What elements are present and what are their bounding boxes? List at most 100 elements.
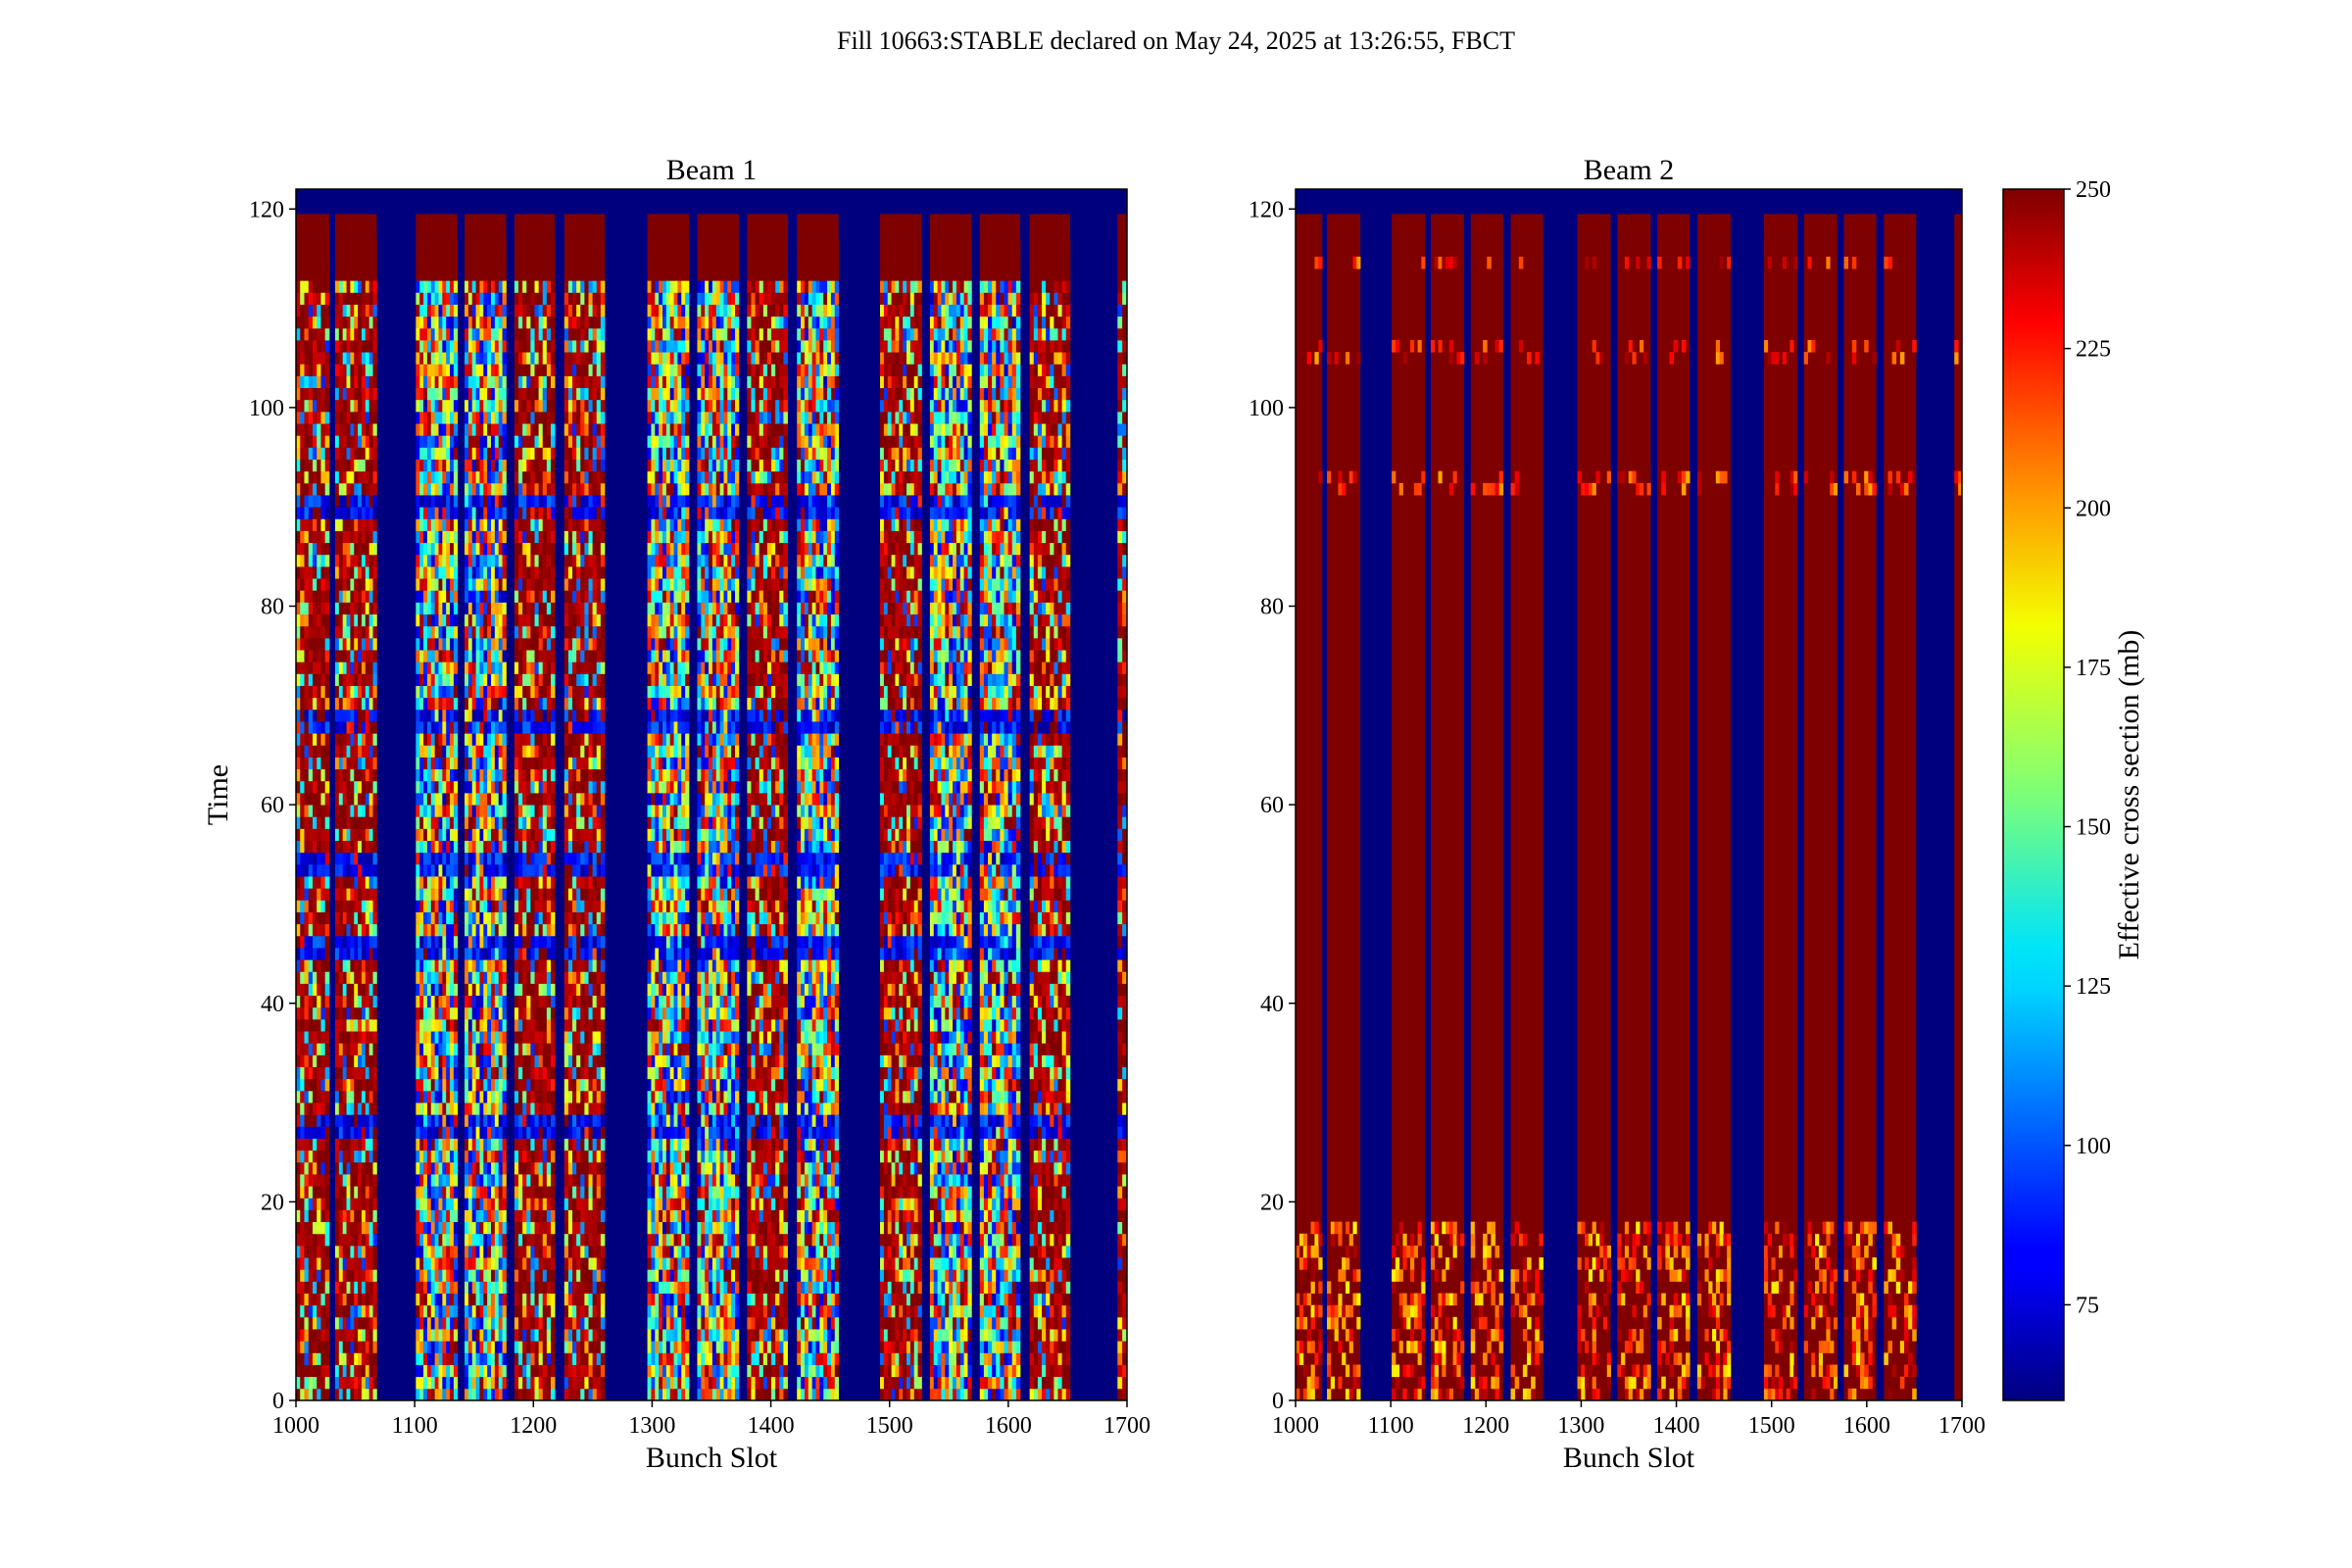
heatmap-cell: [442, 238, 447, 246]
heatmap-cell: [526, 482, 531, 496]
heatmap-cell: [494, 792, 500, 806]
heatmap-cell: [530, 1304, 535, 1318]
heatmap-cell: [312, 983, 318, 997]
heatmap-cell: [354, 238, 359, 246]
heatmap-cell: [423, 1281, 428, 1294]
heatmap-cell: [502, 900, 507, 912]
heatmap-cell: [296, 554, 301, 567]
heatmap-cell: [514, 1174, 519, 1187]
heatmap-cell: [434, 995, 439, 1008]
heatmap-cell: [546, 280, 552, 293]
heatmap-cell: [446, 697, 451, 710]
heatmap-cell: [546, 1281, 552, 1294]
heatmap-cell: [514, 518, 519, 531]
heatmap-cell: [479, 1066, 484, 1080]
heatmap-cell: [296, 375, 301, 389]
heatmap-cell: [372, 292, 377, 305]
heatmap-cell: [334, 840, 340, 854]
heatmap-cell: [423, 757, 428, 770]
heatmap-cell: [483, 238, 488, 246]
heatmap-cell: [346, 935, 351, 949]
heatmap-cell: [465, 1043, 469, 1055]
heatmap-cell: [453, 1304, 459, 1318]
heatmap-cell: [416, 625, 420, 639]
heatmap-cell: [342, 565, 347, 579]
heatmap-cell: [334, 613, 340, 627]
heatmap-cell: [502, 685, 507, 699]
heatmap-cell: [342, 828, 347, 842]
heatmap-cell: [438, 507, 443, 519]
heatmap-cell: [538, 1150, 544, 1163]
heatmap-cell: [300, 269, 305, 281]
heatmap-cell: [419, 1388, 424, 1401]
heatmap-cell: [522, 495, 527, 508]
heatmap-cell: [446, 959, 451, 972]
heatmap-cell: [365, 816, 370, 829]
heatmap-cell: [498, 888, 503, 901]
heatmap-cell: [442, 625, 447, 639]
heatmap-cell: [296, 459, 301, 472]
heatmap-cell: [530, 637, 535, 651]
heatmap-cell: [465, 238, 469, 246]
heatmap-cell: [354, 625, 359, 639]
heatmap-cell: [342, 1329, 347, 1342]
heatmap-cell: [502, 518, 507, 531]
heatmap-cell: [361, 697, 367, 710]
heatmap-cell: [526, 470, 531, 484]
heatmap-cell: [296, 971, 301, 984]
heatmap-cell: [550, 554, 556, 567]
heatmap-cell: [502, 911, 507, 925]
heatmap-cell: [334, 911, 340, 925]
heatmap-cell: [419, 280, 424, 293]
heatmap-cell: [423, 495, 428, 508]
heatmap-cell: [365, 971, 370, 984]
heatmap-cell: [542, 1006, 548, 1020]
heatmap-cell: [419, 1293, 424, 1306]
heatmap-cell: [334, 745, 340, 758]
heatmap-cell: [546, 1006, 552, 1020]
heatmap-cell: [346, 411, 351, 424]
heatmap-cell: [442, 816, 447, 829]
heatmap-cell: [430, 721, 436, 734]
heatmap-cell: [502, 399, 507, 413]
heatmap-cell: [365, 507, 370, 519]
heatmap-cell: [426, 1352, 432, 1365]
heatmap-cell: [416, 292, 420, 305]
heatmap-cell: [308, 1186, 314, 1199]
heatmap-cell: [546, 1126, 552, 1139]
heatmap-cell: [430, 435, 436, 448]
heatmap-cell: [438, 1316, 443, 1330]
heatmap-cell: [526, 876, 531, 889]
heatmap-cell: [498, 1031, 503, 1044]
heatmap-cell: [546, 1174, 552, 1187]
heatmap-cell: [361, 1138, 367, 1152]
heatmap-cell: [361, 911, 367, 925]
heatmap-cell: [338, 1281, 344, 1294]
heatmap-cell: [467, 238, 473, 246]
heatmap-cell: [419, 625, 424, 639]
heatmap-cell: [338, 256, 344, 270]
heatmap-cell: [530, 256, 535, 270]
heatmap-cell: [550, 352, 556, 365]
heatmap-cell: [338, 780, 344, 794]
heatmap-cell: [446, 935, 451, 949]
heatmap-cell: [416, 269, 420, 281]
heatmap-cell: [483, 709, 488, 722]
heatmap-cell: [526, 590, 531, 603]
heatmap-cell: [338, 948, 344, 960]
heatmap-cell: [372, 625, 377, 639]
heatmap-cell: [358, 983, 363, 997]
heatmap-cell: [498, 1043, 503, 1055]
heatmap-cell: [334, 1054, 340, 1067]
heatmap-cell: [475, 518, 480, 531]
heatmap-cell: [494, 662, 500, 674]
heatmap-cell: [320, 352, 326, 365]
heatmap-cell: [372, 507, 377, 519]
heatmap-cell: [430, 590, 436, 603]
heatmap-cell: [546, 911, 552, 925]
heatmap-cell: [487, 768, 492, 782]
heatmap-cell: [426, 971, 432, 984]
heatmap-cell: [312, 1126, 318, 1139]
heatmap-cell: [467, 1245, 473, 1258]
heatmap-cell: [320, 507, 326, 519]
